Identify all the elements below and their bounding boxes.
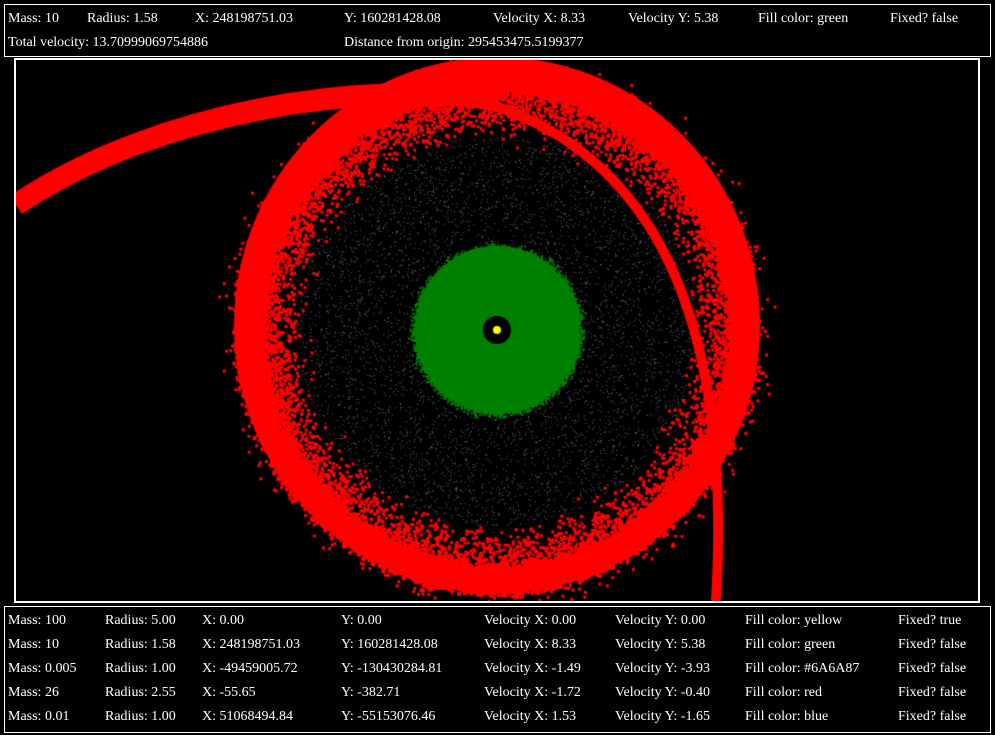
- body-4-velocity-x: Velocity X: -1.72: [484, 685, 581, 700]
- body-3-y: Y: -130430284.81: [341, 661, 443, 676]
- body-1-velocity-x: Velocity X: 0.00: [484, 613, 577, 628]
- body-1-fixed: Fixed? true: [898, 613, 962, 628]
- simulation-canvas[interactable]: [16, 60, 978, 601]
- body-5-mass: Mass: 0.01: [8, 709, 70, 724]
- body-1-fill-color: Fill color: yellow: [745, 613, 843, 628]
- body-5-velocity-x: Velocity X: 1.53: [484, 709, 577, 724]
- body-5-fill-color: Fill color: blue: [745, 709, 829, 724]
- body-5-y: Y: -55153076.46: [341, 709, 436, 724]
- body-4-y: Y: -382.71: [341, 685, 401, 700]
- selected-velocity-x: Velocity X: 8.33: [493, 11, 586, 26]
- body-3-fill-color: Fill color: #6A6A87: [745, 661, 860, 676]
- selected-fixed: Fixed? false: [890, 11, 959, 26]
- body-2-radius: Radius: 1.58: [105, 637, 176, 652]
- body-4-radius: Radius: 2.55: [105, 685, 176, 700]
- body-5-fixed: Fixed? false: [898, 709, 967, 724]
- body-1-mass: Mass: 100: [8, 613, 66, 628]
- body-1-radius: Radius: 5.00: [105, 613, 176, 628]
- selected-x: X: 248198751.03: [195, 11, 293, 26]
- body-3-x: X: -49459005.72: [202, 661, 298, 676]
- body-2-mass: Mass: 10: [8, 637, 59, 652]
- bodies-table: Mass: 100 Radius: 5.00 X: 0.00 Y: 0.00 Veloc…: [4, 606, 991, 733]
- body-2-x: X: 248198751.03: [202, 637, 300, 652]
- body-4-mass: Mass: 26: [8, 685, 59, 700]
- selected-total-velocity: Total velocity: 13.70999069754886: [8, 35, 209, 50]
- body-2-y: Y: 160281428.08: [341, 637, 438, 652]
- body-4-fixed: Fixed? false: [898, 685, 967, 700]
- body-1-x: X: 0.00: [202, 613, 244, 628]
- body-4-velocity-y: Velocity Y: -0.40: [615, 685, 711, 700]
- body-4-fill-color: Fill color: red: [745, 685, 822, 700]
- selected-fill-color: Fill color: green: [758, 11, 849, 26]
- body-4-x: X: -55.65: [202, 685, 256, 700]
- selected-body-panel: Mass: 10 Radius: 1.58 X: 248198751.03 Y:…: [4, 4, 991, 57]
- body-1-velocity-y: Velocity Y: 0.00: [615, 613, 706, 628]
- body-1-y: Y: 0.00: [341, 613, 382, 628]
- body-2-velocity-x: Velocity X: 8.33: [484, 637, 577, 652]
- body-3-mass: Mass: 0.005: [8, 661, 77, 676]
- simulation-canvas-frame[interactable]: [14, 58, 980, 603]
- body-3-velocity-y: Velocity Y: -3.93: [615, 661, 711, 676]
- selected-velocity-y: Velocity Y: 5.38: [628, 11, 719, 26]
- body-3-fixed: Fixed? false: [898, 661, 967, 676]
- body-3-radius: Radius: 1.00: [105, 661, 176, 676]
- selected-distance: Distance from origin: 295453475.5199377: [344, 35, 584, 50]
- selected-mass: Mass: 10: [8, 11, 59, 26]
- body-5-radius: Radius: 1.00: [105, 709, 176, 724]
- body-3-velocity-x: Velocity X: -1.49: [484, 661, 581, 676]
- body-2-fill-color: Fill color: green: [745, 637, 836, 652]
- body-5-x: X: 51068494.84: [202, 709, 293, 724]
- selected-y: Y: 160281428.08: [344, 11, 441, 26]
- selected-radius: Radius: 1.58: [87, 11, 158, 26]
- body-2-fixed: Fixed? false: [898, 637, 967, 652]
- body-2-velocity-y: Velocity Y: 5.38: [615, 637, 706, 652]
- body-5-velocity-y: Velocity Y: -1.65: [615, 709, 711, 724]
